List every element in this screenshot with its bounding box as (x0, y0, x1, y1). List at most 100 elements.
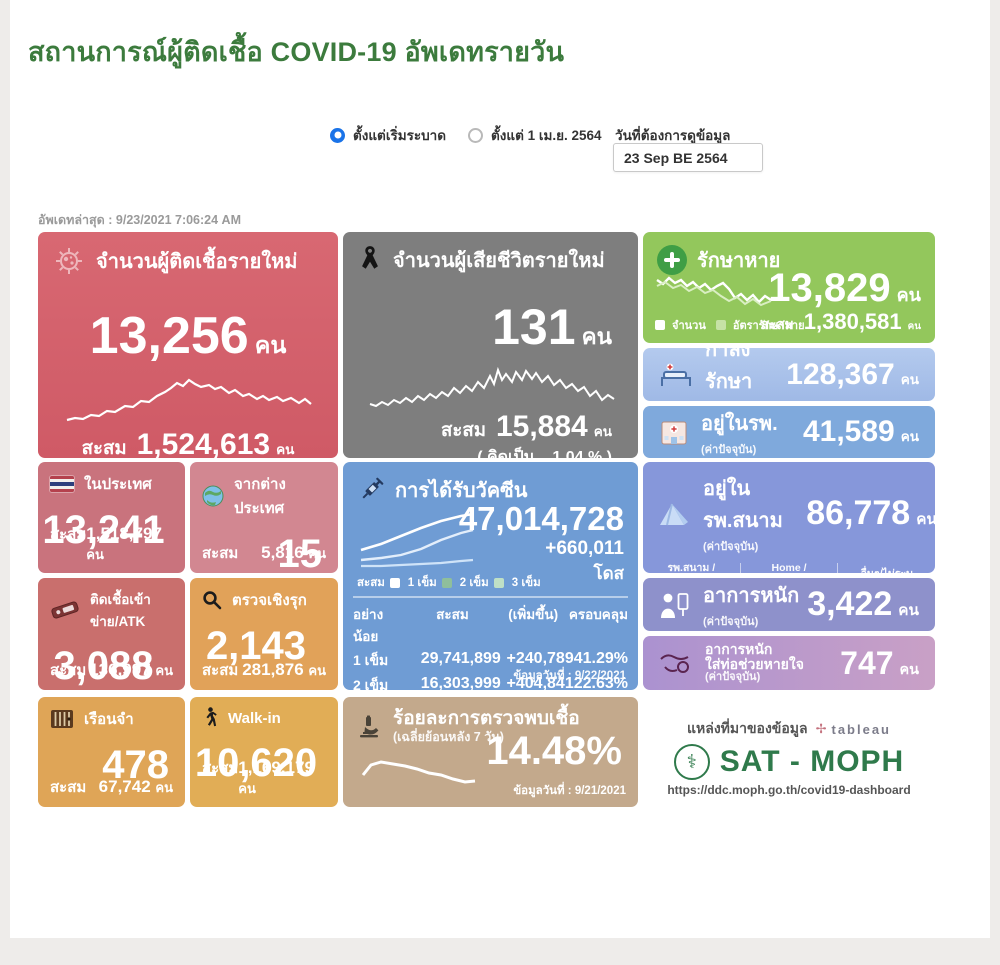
prison-bars-icon (50, 709, 74, 729)
card-prison-title: เรือนจำ (84, 711, 134, 728)
dose2-label: 2 เข็ม (459, 577, 489, 589)
card-domestic-title: ในประเทศ (84, 476, 152, 493)
medical-cross-icon (657, 245, 687, 275)
card-recovered-title: รักษาหาย (697, 250, 781, 272)
deaths-rate: ( คิดเป็น 1.04 % ) (477, 449, 612, 458)
intubated-value: 747 คน (840, 644, 919, 681)
radio-since-april[interactable] (468, 127, 484, 143)
deaths-value: 131 คน (492, 299, 612, 355)
recovered-value: 13,829 คน (768, 266, 921, 310)
positivity-value: 14.48% (486, 729, 622, 773)
card-severe-title: อาการหนัก (703, 585, 800, 607)
card-proactive-title: ตรวจเชิงรุก (232, 592, 307, 609)
card-atk-title: ติดเชื้อเข้าข่าย/ATK (90, 592, 151, 629)
dose2-swatch (441, 578, 452, 588)
walkin-cumulative: สะสม 1,169,179 คน (202, 758, 314, 796)
legend-count-swatch (655, 320, 665, 330)
field-col-home-isolation: Home / Community Isolation 14,474 (739, 562, 838, 573)
ventilator-tube-icon (659, 651, 693, 675)
new-cases-sparkline (66, 378, 312, 422)
domestic-value: 13,241 (42, 508, 165, 552)
new-cases-cumulative: สะสม 1,524,613 คน (81, 428, 295, 458)
proactive-value: 2,143 (205, 624, 307, 668)
dose3-label: 3 เข็ม (511, 577, 541, 589)
source-url[interactable]: https://ddc.moph.go.th/covid19-dashboard (667, 783, 911, 797)
radio-since-outbreak-label[interactable]: ตั้งแต่เริ่มระบาด (353, 128, 447, 143)
vaccine-chart (360, 512, 474, 568)
source-block: แหล่งที่มาของข้อมูล ✢ tableau ⚕ SAT - MO… (643, 718, 935, 810)
card-walkin-title: Walk-in (228, 709, 281, 727)
field-col-other: อื่นๆ/ไม่ระบุ 6,141 (837, 563, 935, 573)
radio-since-outbreak[interactable] (330, 127, 345, 143)
card-field-hospital: อยู่ในรพ.สนาม (ค่าปัจจุบัน) 86,778 คน รพ.… (643, 462, 935, 573)
virus-icon (52, 244, 86, 278)
vaccine-data-date: ข้อมูลวันที่ : 9/22/2021 (513, 670, 626, 682)
vaccine-legend: สะสม 1 เข็ม 2 เข็ม 3 เข็ม (357, 574, 541, 592)
card-recovered: รักษาหาย 13,829 คน จำนวน อัตรารักษาหาย สะ… (643, 232, 935, 343)
card-positivity: ร้อยละการตรวจพบเชื้อ (เฉลี่ยย้อนหลัง 7 ว… (343, 697, 638, 807)
last-update-text: อัพเดทล่าสุด : 9/23/2021 7:06:24 AM (38, 213, 241, 227)
thai-flag-icon (50, 476, 74, 492)
deaths-cumulative: สะสม 15,884 คน (441, 410, 612, 443)
severe-value: 3,422 คน (807, 585, 919, 623)
hospital-building-icon (659, 418, 689, 446)
card-in-hospital-subtitle: (ค่าปัจจุบัน) (701, 443, 757, 456)
legend-rate-label: อัตรารักษาหาย (732, 320, 805, 332)
recovered-legend: จำนวน อัตรารักษาหาย (655, 316, 805, 334)
treating-value: 128,367 คน (786, 357, 919, 391)
card-vaccine-title: การได้รับวัคซีน (395, 480, 528, 502)
legend-count-label: จำนวน (672, 320, 706, 332)
card-positivity-title: ร้อยละการตรวจพบเชื้อ (393, 708, 580, 729)
card-intubated: อาการหนัก ใส่ท่อช่วยหายใจ (ค่าปัจจุบัน) … (643, 636, 935, 690)
vaccine-table-row: 2 เข็ม 16,303,999 +404,841 22.63% (353, 675, 628, 690)
card-deaths: จำนวนผู้เสียชีวิตรายใหม่ 131 คน สะสม 15,88… (343, 232, 638, 458)
prison-cumulative: สะสม 67,742 คน (50, 777, 173, 796)
tableau-plus-icon: ✢ (815, 721, 829, 736)
period-filter: ตั้งแต่เริ่มระบาด ตั้งแต่ 1 เม.ย. 2564 (330, 124, 616, 146)
abroad-cumulative: สะสม 5,816 คน (202, 543, 326, 562)
walkin-value: 10,620 (194, 741, 318, 785)
recovered-cumulative: สะสม 1,380,581 คน (760, 309, 921, 334)
card-intubated-subtitle: (ค่าปัจจุบัน) (705, 671, 761, 684)
card-field-hospital-subtitle: (ค่าปัจจุบัน) (703, 541, 759, 553)
card-proactive: ตรวจเชิงรุก 2,143 สะสม 281,876 คน (190, 578, 338, 690)
positivity-sparkline (361, 760, 476, 784)
sat-moph-text: SAT - MOPH (719, 745, 905, 778)
atk-cumulative: สะสม 136,997 คน (50, 660, 173, 679)
dose3-swatch (493, 578, 504, 588)
vaccine-legend-label: สะสม (357, 577, 385, 589)
domestic-cumulative: สะสม 1,518,797 คน (50, 524, 162, 562)
magnifier-icon (202, 590, 222, 610)
radio-since-april-label[interactable]: ตั้งแต่ 1 เม.ย. 2564 (491, 128, 602, 143)
abroad-value: 15 (277, 532, 323, 573)
tableau-logo: ✢ tableau (815, 721, 891, 737)
hospital-bed-icon (659, 362, 693, 388)
vaccine-table-header: อย่างน้อย สะสม (เพิ่มขึ้น) ครอบคลุม (353, 607, 628, 644)
atk-value: 3,088 (53, 644, 154, 688)
card-intubated-title2: ใส่ท่อช่วยหายใจ (705, 655, 804, 672)
vaccine-total: 47,014,728 (458, 500, 624, 537)
card-treating-title: กำลังรักษา (705, 348, 753, 393)
card-treating-subtitle: (ค่าปัจจุบัน) (705, 398, 786, 401)
card-walkin: Walk-in 10,620 สะสม 1,169,179 คน (190, 697, 338, 807)
proactive-cumulative: สะสม 281,876 คน (202, 660, 326, 679)
dose1-swatch (389, 578, 400, 588)
page-title: สถานการณ์ผู้ติดเชื้อ COVID-19 อัพเดทรายว… (28, 37, 565, 67)
card-field-hospital-title: อยู่ในรพ.สนาม (703, 478, 783, 532)
card-domestic: ในประเทศ 13,241 สะสม 1,518,797 คน (38, 462, 185, 573)
card-vaccine: การได้รับวัคซีน 47,014,728 +660,011 โดส … (343, 462, 638, 690)
dose1-label: 1 เข็ม (407, 577, 437, 589)
date-input[interactable] (613, 143, 763, 172)
in-hospital-value: 41,589 คน (802, 415, 919, 448)
syringe-icon (357, 476, 385, 504)
card-in-hospital: อยู่ในรพ. (ค่าปัจจุบัน) 41,589 คน (643, 406, 935, 458)
prison-value: 478 (102, 743, 169, 787)
field-col-hospitel: รพ.สนาม / Hospitel 66,163 (667, 562, 716, 573)
severe-patient-icon (659, 592, 691, 618)
card-in-hospital-title: อยู่ในรพ. (701, 412, 778, 435)
walking-person-icon (202, 707, 218, 729)
card-new-cases-title: จำนวนผู้ติดเชื้อรายใหม่ (96, 251, 298, 273)
microscope-icon (357, 715, 383, 739)
vaccine-delta: +660,011 (545, 538, 624, 559)
